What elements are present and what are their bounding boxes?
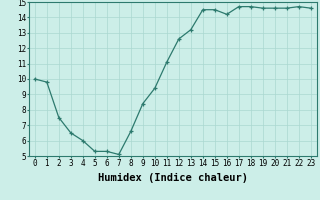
X-axis label: Humidex (Indice chaleur): Humidex (Indice chaleur) xyxy=(98,173,248,183)
